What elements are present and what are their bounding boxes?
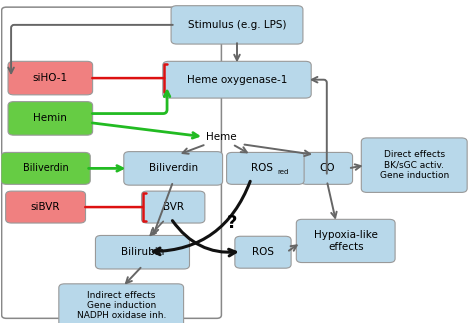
Text: ROS: ROS (252, 247, 274, 257)
FancyBboxPatch shape (235, 236, 291, 268)
FancyBboxPatch shape (8, 61, 92, 95)
FancyBboxPatch shape (361, 138, 467, 192)
Text: Indirect effects
Gene induction
NADPH oxidase inh.: Indirect effects Gene induction NADPH ox… (76, 291, 166, 320)
FancyBboxPatch shape (301, 152, 353, 184)
FancyBboxPatch shape (95, 235, 190, 269)
FancyBboxPatch shape (296, 219, 395, 263)
Text: siBVR: siBVR (31, 202, 60, 212)
FancyBboxPatch shape (124, 152, 223, 185)
Text: Direct effects
BK/sGC activ.
Gene induction: Direct effects BK/sGC activ. Gene induct… (380, 150, 449, 180)
Text: red: red (278, 169, 289, 175)
Text: Stimulus (e.g. LPS): Stimulus (e.g. LPS) (188, 20, 286, 30)
Text: Biliverdin: Biliverdin (23, 163, 68, 173)
Text: ?: ? (227, 214, 237, 232)
Text: Bilirubin: Bilirubin (121, 247, 164, 257)
FancyBboxPatch shape (171, 6, 303, 44)
Text: Hemin: Hemin (33, 113, 67, 124)
FancyBboxPatch shape (6, 191, 85, 223)
Text: CO: CO (319, 163, 335, 173)
FancyBboxPatch shape (1, 152, 90, 184)
Text: ROS: ROS (251, 163, 273, 173)
Text: siHO-1: siHO-1 (33, 73, 68, 83)
FancyBboxPatch shape (227, 152, 304, 184)
Text: BVR: BVR (163, 202, 184, 212)
Text: Heme oxygenase-1: Heme oxygenase-1 (187, 75, 287, 85)
Text: Heme: Heme (206, 132, 237, 142)
Text: Hypoxia-like
effects: Hypoxia-like effects (314, 230, 378, 252)
FancyBboxPatch shape (59, 284, 183, 325)
FancyBboxPatch shape (142, 191, 205, 223)
FancyBboxPatch shape (8, 102, 92, 135)
Text: Biliverdin: Biliverdin (149, 163, 198, 173)
FancyBboxPatch shape (163, 61, 311, 98)
